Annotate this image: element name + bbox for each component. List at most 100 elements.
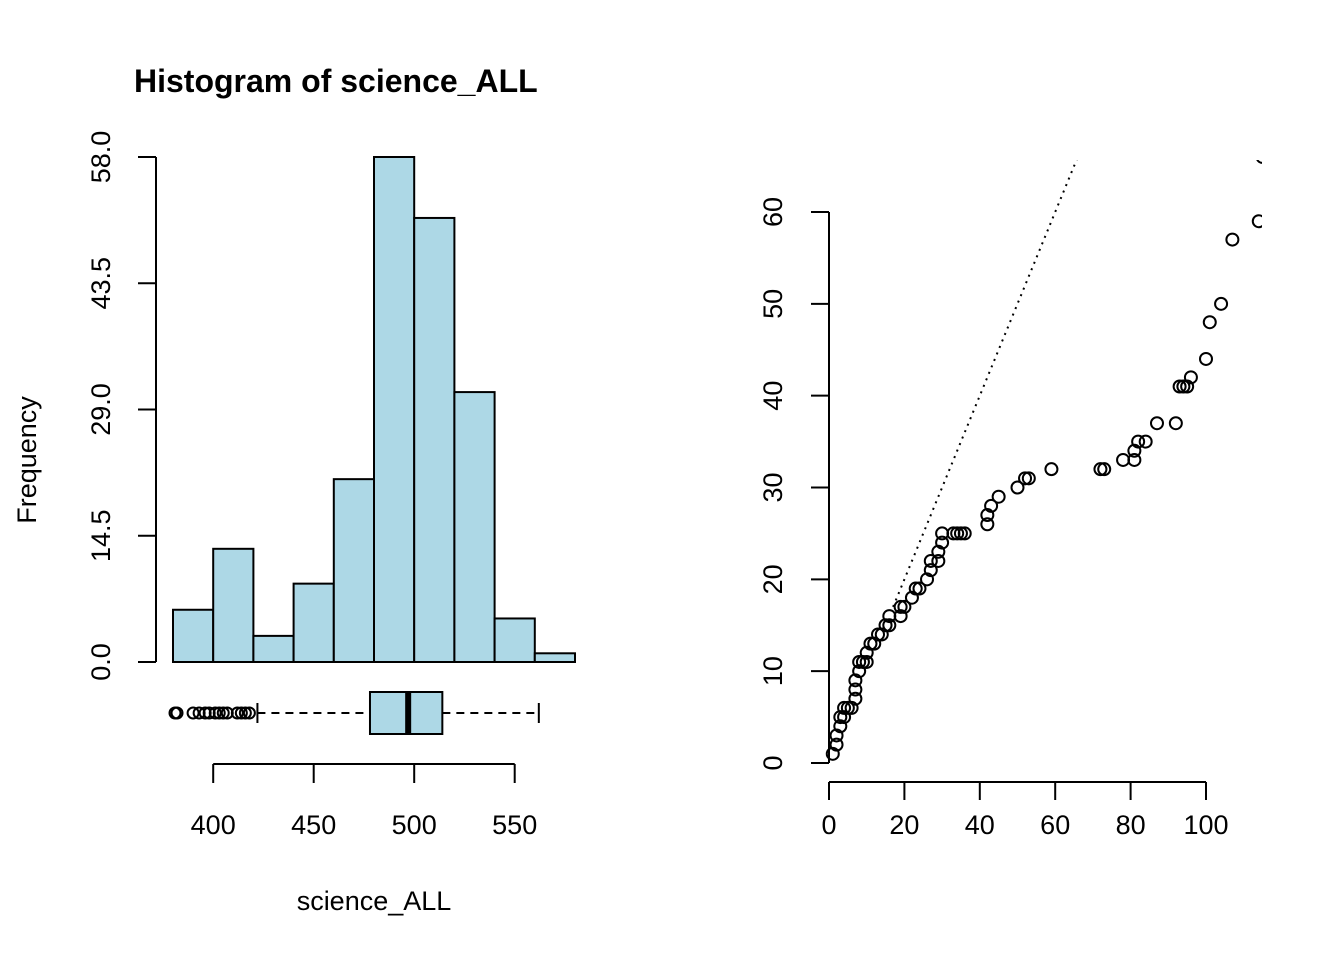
histogram-bars: [172, 156, 576, 664]
qq-point: [1172, 379, 1187, 394]
qq-point: [833, 719, 848, 734]
qq-point: [1183, 370, 1198, 385]
qq-point: [1251, 214, 1262, 229]
histogram-bar: [332, 478, 375, 664]
histogram-bar: [212, 547, 255, 664]
boxplot-outlier: [238, 706, 252, 720]
boxplot-outlier: [234, 706, 248, 720]
qq-point: [1256, 160, 1262, 164]
qq-point: [867, 636, 882, 651]
qq-point: [912, 581, 927, 596]
qq-point: [833, 710, 848, 725]
qq-y-axis: 0 10 20 30 40 50 60: [758, 197, 830, 771]
boxplot-outlier: [242, 706, 256, 720]
qq-point: [825, 746, 840, 761]
qq-y-tick-label: 10: [758, 656, 788, 686]
qq-x-tick-label: 60: [1040, 810, 1070, 840]
histogram-bar: [252, 634, 295, 664]
qq-point: [957, 526, 972, 541]
qq-point: [1127, 452, 1142, 467]
qq-y-tick-label: 20: [758, 564, 788, 594]
y-tick-label: 0.0: [86, 643, 116, 681]
qq-point: [1018, 471, 1033, 486]
qq-point: [1044, 462, 1059, 477]
qq-point: [829, 728, 844, 743]
qq-point: [1225, 232, 1240, 247]
qq-point: [859, 654, 874, 669]
boxplot-outlier: [230, 706, 244, 720]
qq-y-tick-label: 30: [758, 472, 788, 502]
qq-point: [980, 517, 995, 532]
qq-point: [893, 599, 908, 614]
qq-point: [844, 700, 859, 715]
qq-point: [852, 664, 867, 679]
qq-point: [1180, 379, 1195, 394]
qq-point: [931, 544, 946, 559]
qq-point: [859, 645, 874, 660]
qq-reference-line: [892, 160, 1078, 608]
x-tick-label: 500: [392, 810, 437, 840]
qq-point: [1176, 379, 1191, 394]
qq-point: [935, 526, 950, 541]
qq-x-axis: 0 20 40 60 80 100: [821, 781, 1229, 840]
qq-point: [855, 654, 870, 669]
qq-point: [1199, 351, 1213, 366]
histogram-panel: Histogram of science_ALL Frequency scien…: [12, 63, 576, 916]
y-tick-label: 29.0: [86, 383, 116, 436]
qq-point: [953, 526, 968, 541]
qq-x-tick-label: 40: [965, 810, 995, 840]
qq-point: [1214, 296, 1229, 311]
boxplot-outlier: [186, 706, 200, 720]
histogram-bar: [493, 617, 536, 663]
qq-point: [837, 710, 852, 725]
qq-point: [897, 599, 912, 614]
boxplot-outlier: [212, 706, 226, 720]
qq-x-tick-label: 80: [1116, 810, 1146, 840]
qq-point: [882, 618, 897, 633]
qq-point: [848, 682, 863, 697]
qq-point: [878, 618, 893, 633]
qq-plot-area: [825, 160, 1262, 761]
qq-point: [950, 526, 965, 541]
qq-y-tick-label: 50: [758, 289, 788, 319]
qq-point: [923, 563, 938, 578]
qq-point: [935, 535, 950, 550]
qq-point: [1127, 443, 1142, 458]
qq-point: [980, 508, 995, 523]
qq-point: [920, 572, 935, 587]
qq-point: [863, 636, 878, 651]
histogram-bar: [533, 652, 576, 663]
histogram-title: Histogram of science_ALL: [134, 63, 538, 99]
qq-plot-panel: 0 10 20 30 40 50 60 0 20 40 60 80 100: [758, 160, 1262, 840]
qq-point: [1097, 462, 1112, 477]
histogram-bar: [453, 391, 496, 663]
qq-point: [848, 673, 863, 688]
histogram-y-axis: 0.0 14.5 29.0 43.5 58.0: [86, 131, 157, 681]
boxplot-outlier: [216, 706, 230, 720]
histogram-bar: [172, 608, 215, 663]
histogram-bar: [373, 156, 416, 663]
qq-point: [1138, 434, 1153, 449]
qq-point: [1010, 480, 1025, 495]
qq-point: [1021, 471, 1036, 486]
histogram-bar: [292, 582, 335, 664]
qq-point: [871, 627, 886, 642]
qq-point: [893, 609, 908, 624]
qq-y-tick-label: 0: [758, 755, 788, 770]
histogram-x-axis: 400 450 500 550: [191, 763, 537, 840]
qq-point: [840, 700, 855, 715]
y-tick-label: 58.0: [86, 131, 116, 184]
qq-point: [837, 700, 852, 715]
x-axis-label: science_ALL: [297, 886, 452, 916]
qq-point: [1202, 315, 1217, 330]
boxplot-outlier: [208, 706, 222, 720]
qq-point: [1116, 452, 1131, 467]
qq-point: [984, 498, 999, 513]
boxplot: [168, 691, 540, 735]
qq-point: [829, 737, 844, 752]
qq-point: [991, 489, 1006, 504]
qq-point: [931, 553, 946, 568]
qq-point: [904, 590, 919, 605]
qq-point: [908, 581, 923, 596]
